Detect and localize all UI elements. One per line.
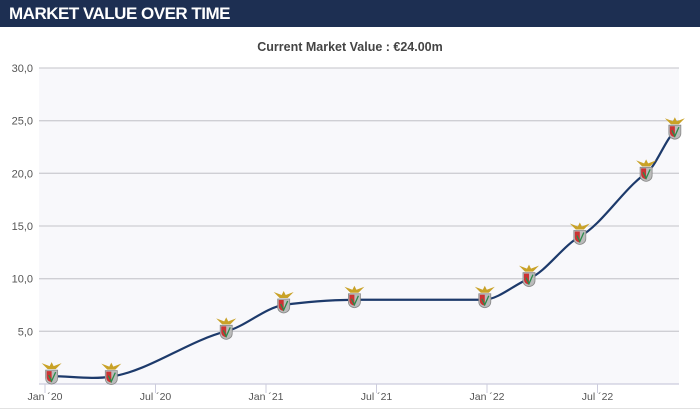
y-tick-label: 10,0	[12, 274, 33, 286]
y-tick-label: 15,0	[12, 221, 33, 233]
shield-mark	[525, 274, 534, 286]
shield-mark	[481, 295, 490, 307]
shield-mark	[222, 327, 231, 338]
eagle-icon	[636, 159, 657, 167]
section-header: MARKET VALUE OVER TIME	[0, 0, 700, 27]
eagle-icon	[664, 117, 685, 125]
divider	[0, 408, 700, 409]
y-tick-label: 20,0	[12, 168, 33, 180]
x-tick-label: Jan ´20	[27, 391, 62, 403]
shield-mark	[48, 371, 57, 383]
club-badge-point[interactable]	[101, 362, 122, 386]
eagle-icon	[474, 285, 495, 293]
club-badge-point[interactable]	[636, 159, 657, 182]
club-badge-point[interactable]	[569, 222, 590, 245]
shield-mark	[642, 169, 651, 180]
shield-mark	[280, 300, 289, 312]
x-tick-label: Jan ´22	[469, 391, 504, 403]
club-badge-point[interactable]	[41, 362, 62, 385]
club-badge-point[interactable]	[344, 285, 365, 309]
eagle-icon	[216, 317, 237, 325]
club-badge-point[interactable]	[216, 317, 237, 340]
eagle-icon	[569, 222, 590, 230]
shield-mark	[576, 232, 585, 244]
shield-mark	[350, 295, 359, 307]
eagle-icon	[41, 362, 62, 370]
eagle-icon	[518, 264, 539, 272]
series-line	[51, 130, 676, 379]
eagle-icon	[273, 291, 294, 298]
x-tick-label: Jul ´22	[582, 391, 614, 403]
x-tick-label: Jan ´21	[248, 391, 283, 403]
club-badge-point[interactable]	[273, 291, 294, 314]
shield-mark	[107, 372, 116, 384]
club-badge-point[interactable]	[518, 264, 539, 288]
eagle-icon	[101, 362, 122, 370]
x-tick-label: Jul ´20	[140, 391, 172, 403]
chart-title: Current Market Value : €24.00m	[257, 40, 443, 54]
eagle-icon	[344, 285, 365, 293]
x-tick-label: Jul ´21	[361, 391, 393, 403]
club-badge-point[interactable]	[664, 117, 685, 140]
y-tick-label: 25,0	[12, 116, 33, 128]
y-tick-label: 30,0	[12, 63, 33, 75]
y-tick-label: 5,0	[18, 326, 33, 338]
club-badge-point[interactable]	[474, 285, 495, 309]
shield-mark	[671, 126, 680, 138]
